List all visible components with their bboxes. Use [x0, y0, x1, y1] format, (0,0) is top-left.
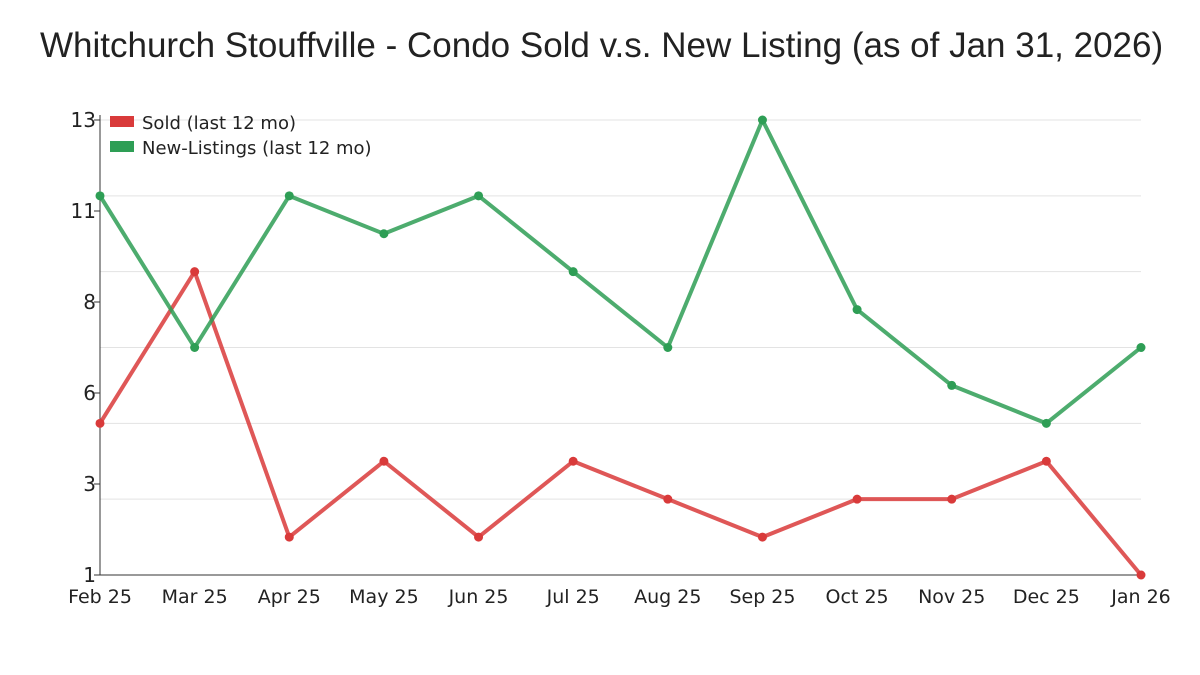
data-point: [95, 191, 105, 201]
data-point: [1136, 570, 1146, 580]
y-tick-label: 6: [83, 381, 96, 405]
data-point: [757, 115, 767, 125]
series-line-sold: [98, 269, 1143, 577]
y-tick-label: 8: [83, 290, 96, 314]
data-point: [474, 191, 484, 201]
data-point: [284, 532, 294, 542]
data-point: [663, 343, 673, 352]
data-point: [568, 456, 578, 466]
data-point: [474, 532, 484, 542]
x-tick-label: Apr 25: [258, 586, 321, 608]
data-point: [1041, 418, 1051, 428]
data-point: [379, 456, 389, 466]
legend-swatch: [110, 141, 134, 152]
x-tick-label: Oct 25: [826, 586, 889, 608]
legend-label: New-Listings (last 12 mo): [142, 138, 372, 159]
data-point: [568, 267, 578, 277]
series-line-new-listings: [98, 118, 1143, 426]
x-tick-label: Jan 26: [1110, 586, 1171, 608]
data-point: [663, 494, 673, 504]
data-point: [1136, 343, 1146, 352]
chart-title: Whitchurch Stouffville - Condo Sold v.s.…: [40, 26, 1164, 65]
x-tick-label: May 25: [349, 586, 419, 608]
x-tick-label: Jun 25: [448, 586, 509, 608]
data-point: [95, 418, 105, 428]
y-tick-label: 1: [83, 563, 96, 587]
x-tick-label: Dec 25: [1013, 586, 1080, 608]
data-point: [852, 305, 862, 315]
data-point: [190, 343, 200, 352]
data-point: [852, 494, 862, 504]
data-point: [757, 532, 767, 542]
legend-swatch: [110, 116, 134, 127]
data-point: [947, 494, 957, 504]
x-tick-label: Aug 25: [634, 586, 701, 608]
data-point: [947, 380, 957, 390]
x-tick-label: Mar 25: [162, 586, 228, 608]
legend-label: Sold (last 12 mo): [142, 113, 296, 134]
y-tick-label: 11: [71, 199, 96, 223]
data-point: [379, 229, 389, 239]
y-tick-label: 13: [71, 108, 96, 132]
x-tick-label: Jul 25: [546, 586, 600, 608]
data-point: [1041, 456, 1051, 466]
y-tick-label: 3: [83, 472, 96, 496]
x-tick-label: Nov 25: [918, 586, 985, 608]
data-point: [190, 267, 200, 277]
x-tick-label: Feb 25: [68, 586, 132, 608]
data-point: [284, 191, 294, 201]
x-tick-label: Sep 25: [729, 586, 795, 608]
